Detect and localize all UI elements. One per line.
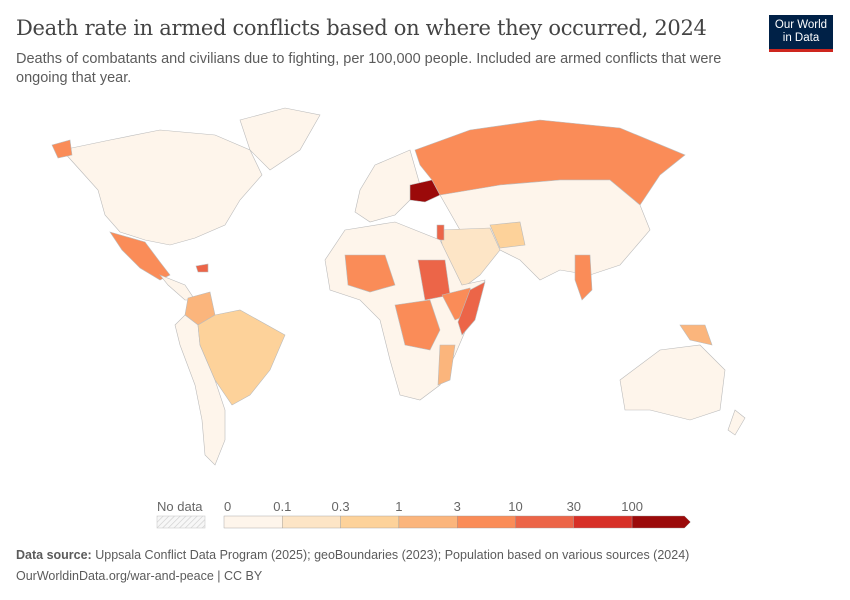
legend-bin-5[interactable] [515,515,574,529]
map-brazil [197,309,286,406]
legend-bin-1[interactable] [282,515,341,529]
map-nz [727,409,746,436]
map-drc [394,299,441,351]
legend-tick-label: 0 [224,499,231,514]
legend-bin-6[interactable] [573,515,633,529]
legend-tick-label: 0.1 [273,499,291,514]
legend-tick-label: 30 [567,499,581,514]
legend-tick-label: 0.3 [332,499,350,514]
legend-bin-3[interactable] [398,515,458,529]
map-papua [679,324,713,346]
map-mozambique [437,344,456,386]
map-haiti [195,263,209,273]
page-title: Death rate in armed conflicts based on w… [16,16,707,40]
map-somalia [457,281,486,336]
source-label: Data source: [16,548,92,562]
legend-bin-2[interactable] [340,515,400,529]
map-afghanistan [489,221,526,249]
map-central-america [159,274,196,301]
map-myanmar [574,254,593,301]
source-text: Uppsala Conflict Data Program (2025); ge… [95,548,690,562]
source-url[interactable]: OurWorldinData.org/war-and-peace | CC BY [16,569,263,583]
legend-tick-label: 3 [454,499,461,514]
legend-tick-label: 1 [395,499,402,514]
legend-no-data-swatch [156,515,206,529]
map-europe [354,149,421,223]
legend: No data 0 0.1 0.3 1 3 10 30 100 [156,499,691,529]
owid-logo[interactable]: Our World in Data [769,15,833,52]
legend-bin-0[interactable] [223,515,283,529]
map-ukraine [409,179,441,203]
map-australia [619,344,726,421]
legend-tick-label: 100 [621,499,643,514]
map-north-america [61,129,263,246]
data-source: Data source: Uppsala Conflict Data Progr… [16,548,689,562]
map-alaska [51,139,73,159]
legend-tick-label: 10 [508,499,522,514]
subtitle: Deaths of combatants and civilians due t… [16,51,722,86]
map-sahel [344,254,396,293]
legend-no-data-label: No data [157,499,203,514]
legend-bin-7[interactable] [631,515,691,529]
legend-bin-4[interactable] [457,515,516,529]
map-israel [436,224,445,241]
map-greenland [239,107,321,171]
